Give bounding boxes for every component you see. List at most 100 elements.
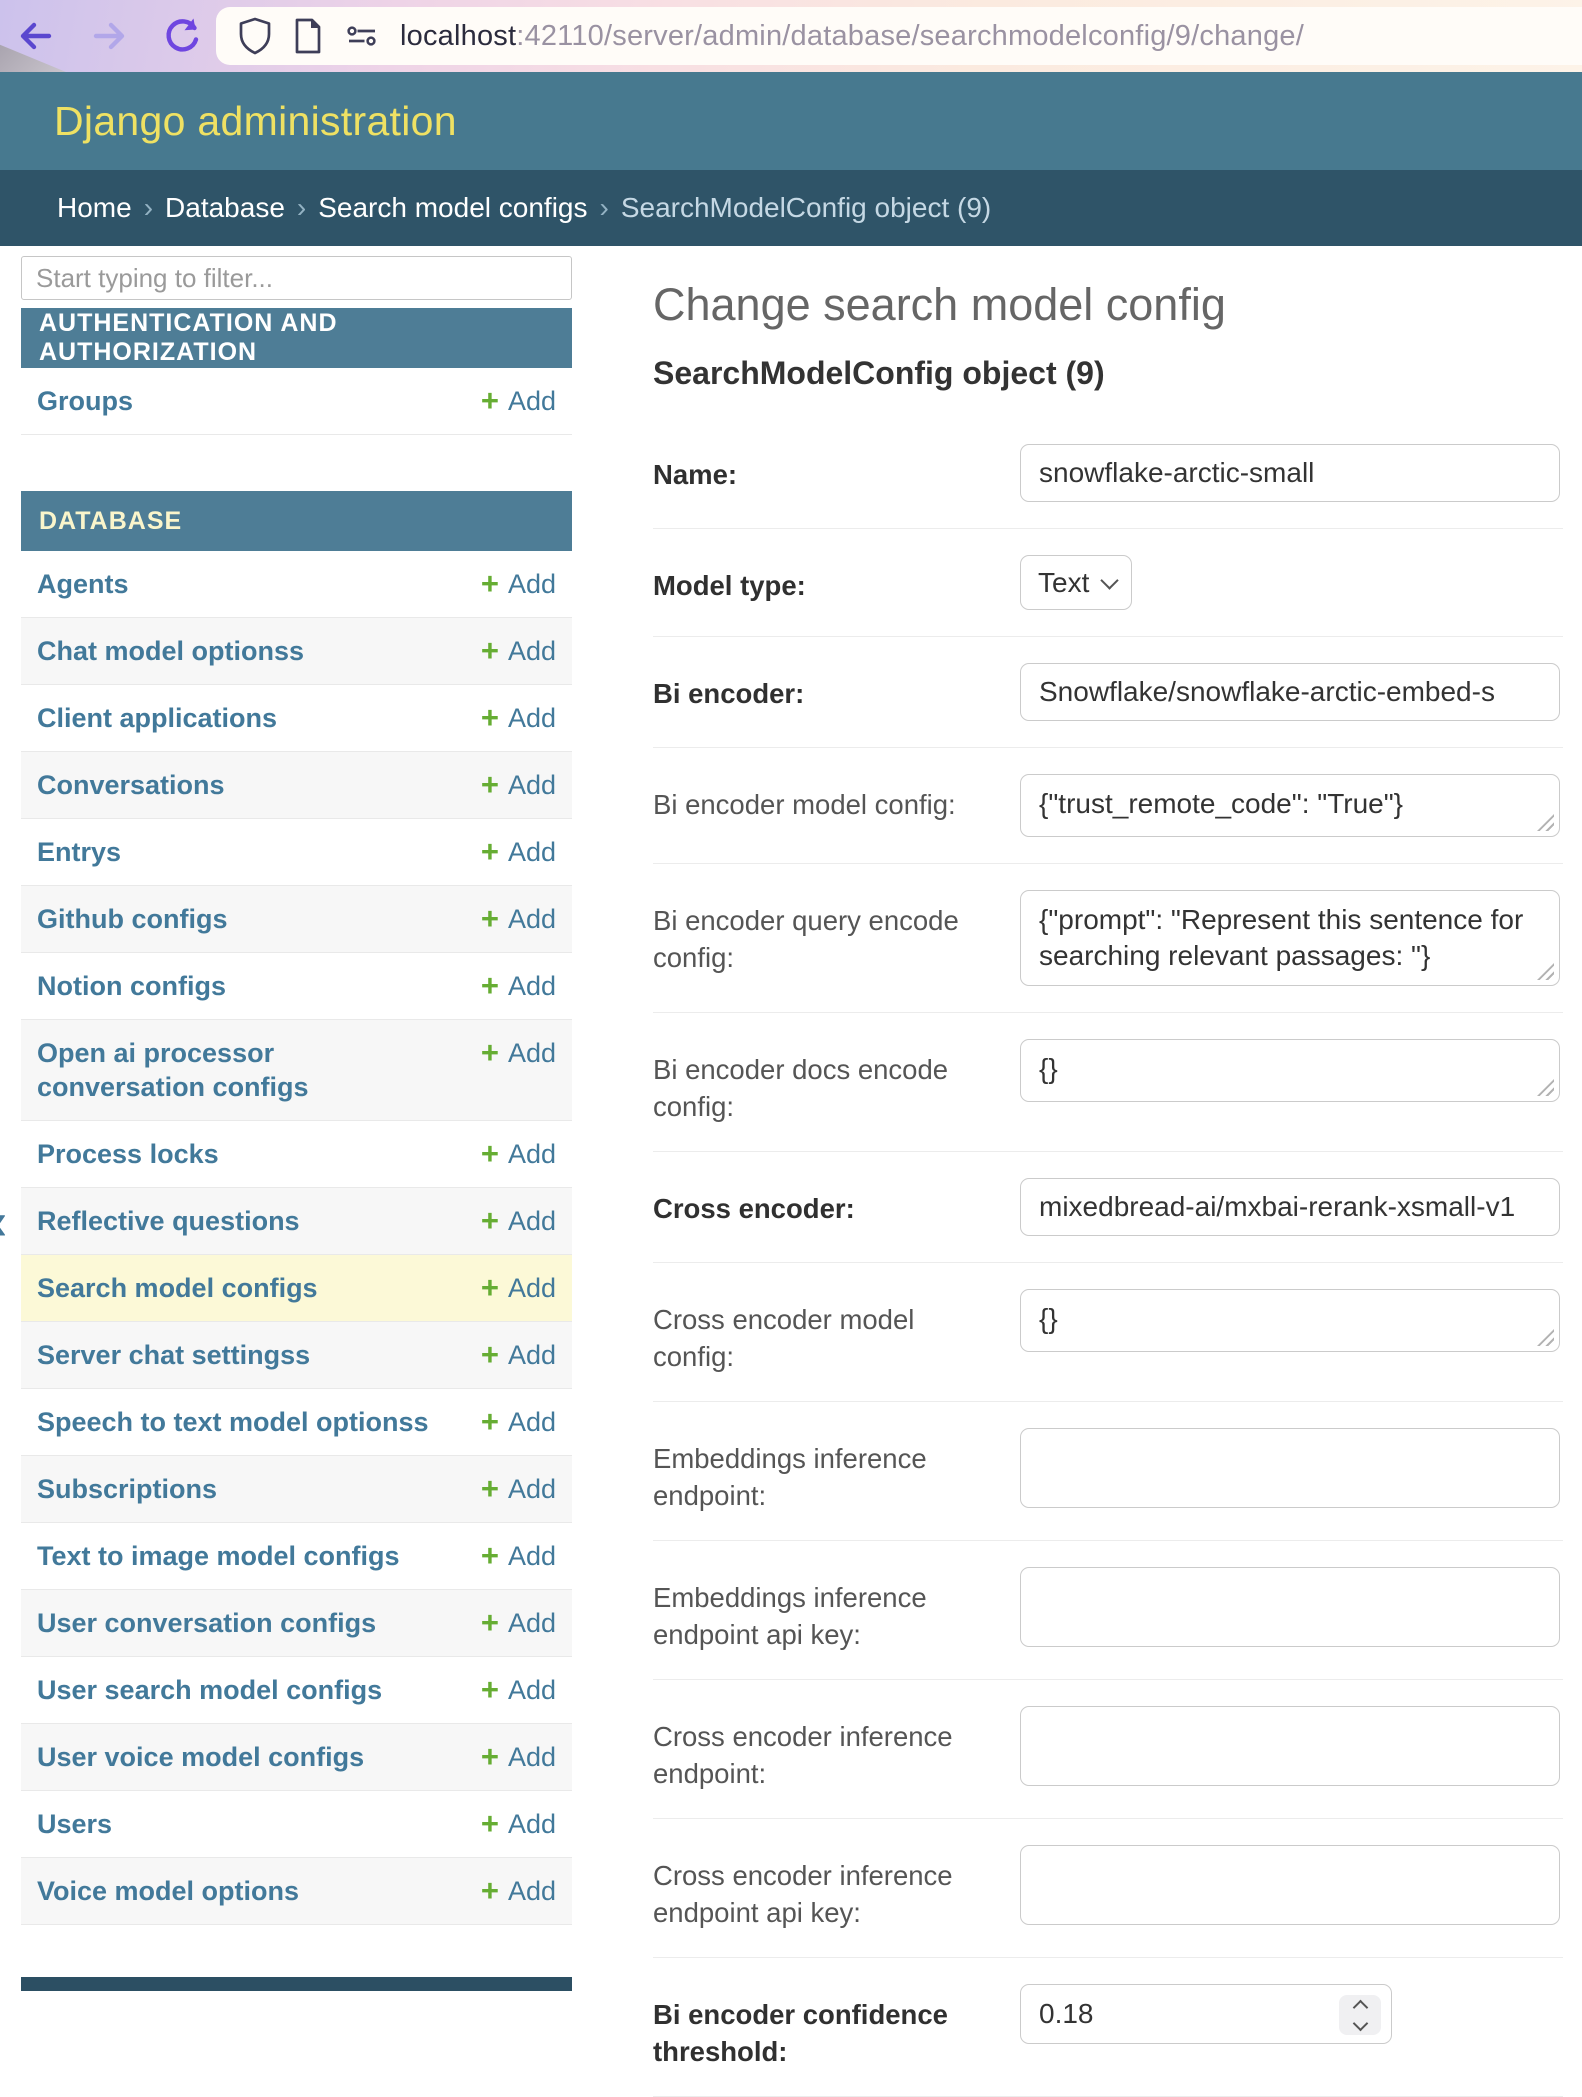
sidebar-add-link[interactable]: + Add bbox=[481, 1137, 556, 1171]
sidebar-item-label[interactable]: Conversations bbox=[37, 770, 225, 800]
resize-handle-icon[interactable] bbox=[1537, 963, 1554, 980]
sidebar-item-label[interactable]: Agents bbox=[37, 569, 129, 599]
sidebar-item-user-voice-model-configs[interactable]: User voice model configs + Add bbox=[21, 1724, 572, 1791]
sidebar-item-agents[interactable]: Agents + Add bbox=[21, 551, 572, 618]
page-icon[interactable] bbox=[292, 17, 324, 55]
sidebar-item-open-ai-processor-conversation-configs[interactable]: Open ai processor conversation configs + A… bbox=[21, 1020, 572, 1121]
sidebar-item-groups[interactable]: Groups + Add bbox=[21, 368, 572, 435]
sidebar-item-label[interactable]: Chat model optionss bbox=[37, 636, 305, 666]
sidebar-item-label[interactable]: Search model configs bbox=[37, 1273, 318, 1303]
sidebar-item-search-model-configs[interactable]: Search model configs + Add bbox=[21, 1255, 572, 1322]
sidebar-add-link[interactable]: + Add bbox=[481, 1036, 556, 1070]
bi-encoder-model-config-textarea[interactable]: {"trust_remote_code": "True"} bbox=[1020, 774, 1560, 837]
sidebar-item-reflective-questions[interactable]: Reflective questions + Add bbox=[21, 1188, 572, 1255]
sidebar-item-label[interactable]: Server chat settingss bbox=[37, 1340, 311, 1370]
sidebar-add-link[interactable]: + Add bbox=[481, 1874, 556, 1908]
sidebar-add-link[interactable]: + Add bbox=[481, 634, 556, 668]
back-button[interactable] bbox=[13, 14, 57, 58]
resize-handle-icon[interactable] bbox=[1537, 1079, 1554, 1096]
sidebar-item-subscriptions[interactable]: Subscriptions + Add bbox=[21, 1456, 572, 1523]
sidebar-add-link[interactable]: + Add bbox=[481, 1740, 556, 1774]
main-content: Change search model config SearchModelCo… bbox=[653, 246, 1563, 2097]
add-label: Add bbox=[507, 837, 556, 867]
plus-icon: + bbox=[480, 1538, 499, 1573]
cross-encoder-input[interactable]: mixedbread-ai/mxbai-rerank-xsmall-v1 bbox=[1020, 1178, 1560, 1236]
embeddings-inference-endpoint-input[interactable] bbox=[1020, 1428, 1560, 1508]
site-title[interactable]: Django administration bbox=[54, 97, 457, 144]
sidebar-item-label[interactable]: Github configs bbox=[37, 904, 228, 934]
sidebar-item-label[interactable]: Process locks bbox=[37, 1139, 219, 1169]
name-input[interactable]: snowflake-arctic-small bbox=[1020, 444, 1560, 502]
shield-icon[interactable] bbox=[238, 17, 272, 55]
bi-encoder-docs-encode-config-textarea[interactable]: {} bbox=[1020, 1039, 1560, 1102]
sidebar-collapse-toggle[interactable]: ‹ bbox=[0, 1196, 7, 1248]
sidebar-add-link[interactable]: + Add bbox=[481, 1204, 556, 1238]
sidebar-add-link[interactable]: + Add bbox=[481, 969, 556, 1003]
sidebar-add-link[interactable]: + Add bbox=[481, 384, 556, 418]
sidebar-add-link[interactable]: + Add bbox=[481, 1539, 556, 1573]
breadcrumb-link[interactable]: Database bbox=[165, 192, 285, 223]
sidebar-item-label[interactable]: Notion configs bbox=[37, 971, 226, 1001]
sidebar-item-label[interactable]: Speech to text model optionss bbox=[37, 1407, 429, 1437]
cross-encoder-model-config-textarea[interactable]: {} bbox=[1020, 1289, 1560, 1352]
sidebar-item-github-configs[interactable]: Github configs + Add bbox=[21, 886, 572, 953]
sidebar-add-link[interactable]: + Add bbox=[481, 1338, 556, 1372]
sidebar-item-client-applications[interactable]: Client applications + Add bbox=[21, 685, 572, 752]
url-bar[interactable]: localhost:42110/server/admin/database/se… bbox=[216, 7, 1582, 65]
sidebar-item-label[interactable]: Text to image model configs bbox=[37, 1541, 400, 1571]
sidebar-item-user-search-model-configs[interactable]: User search model configs + Add bbox=[21, 1657, 572, 1724]
sidebar-item-label[interactable]: Client applications bbox=[37, 703, 278, 733]
sidebar-item-label[interactable]: Subscriptions bbox=[37, 1474, 218, 1504]
sidebar-item-speech-to-text-model-optionss[interactable]: Speech to text model optionss + Add bbox=[21, 1389, 572, 1456]
sidebar-add-link[interactable]: + Add bbox=[481, 567, 556, 601]
sidebar-add-link[interactable]: + Add bbox=[481, 701, 556, 735]
number-spinner[interactable] bbox=[1339, 1995, 1381, 2035]
sidebar-item-label[interactable]: Groups bbox=[37, 386, 134, 416]
sidebar-item-label[interactable]: Open ai processor conversation configs bbox=[37, 1038, 309, 1102]
sidebar-item-notion-configs[interactable]: Notion configs + Add bbox=[21, 953, 572, 1020]
sidebar-filter-input[interactable] bbox=[21, 256, 572, 300]
reload-button[interactable] bbox=[160, 14, 204, 58]
bi-encoder-confidence-threshold-input[interactable]: 0.18 bbox=[1020, 1984, 1392, 2044]
sidebar-item-label[interactable]: User conversation configs bbox=[37, 1608, 377, 1638]
breadcrumb-link[interactable]: Home bbox=[57, 192, 132, 223]
sliders-icon[interactable] bbox=[344, 20, 380, 52]
model-type-select[interactable]: Text bbox=[1020, 555, 1132, 610]
bi-encoder-query-encode-config-textarea[interactable]: {"prompt": "Represent this sentence for … bbox=[1020, 890, 1560, 986]
spinner-down-icon[interactable] bbox=[1352, 2015, 1368, 2031]
sidebar-add-link[interactable]: + Add bbox=[481, 1472, 556, 1506]
sidebar-add-link[interactable]: + Add bbox=[481, 902, 556, 936]
cross-encoder-inference-endpoint-input[interactable] bbox=[1020, 1706, 1560, 1786]
sidebar-item-entrys[interactable]: Entrys + Add bbox=[21, 819, 572, 886]
sidebar-add-link[interactable]: + Add bbox=[481, 1271, 556, 1305]
add-label: Add bbox=[507, 386, 556, 416]
embeddings-inference-endpoint-api-key-input[interactable] bbox=[1020, 1567, 1560, 1647]
sidebar-item-voice-model-options[interactable]: Voice model options + Add bbox=[21, 1858, 572, 1925]
resize-handle-icon[interactable] bbox=[1537, 814, 1554, 831]
sidebar-item-label[interactable]: Entrys bbox=[37, 837, 122, 867]
sidebar-item-server-chat-settingss[interactable]: Server chat settingss + Add bbox=[21, 1322, 572, 1389]
forward-button[interactable] bbox=[88, 14, 132, 58]
sidebar-add-link[interactable]: + Add bbox=[481, 1673, 556, 1707]
breadcrumb-link[interactable]: Search model configs bbox=[318, 192, 588, 223]
sidebar-item-chat-model-optionss[interactable]: Chat model optionss + Add bbox=[21, 618, 572, 685]
sidebar-item-conversations[interactable]: Conversations + Add bbox=[21, 752, 572, 819]
bi-encoder-input[interactable]: Snowflake/snowflake-arctic-embed-s bbox=[1020, 663, 1560, 721]
cross-encoder-inference-endpoint-api-key-input[interactable] bbox=[1020, 1845, 1560, 1925]
resize-handle-icon[interactable] bbox=[1537, 1329, 1554, 1346]
sidebar-item-label[interactable]: User search model configs bbox=[37, 1675, 383, 1705]
spinner-up-icon[interactable] bbox=[1352, 1999, 1368, 2015]
sidebar-item-user-conversation-configs[interactable]: User conversation configs + Add bbox=[21, 1590, 572, 1657]
sidebar-item-process-locks[interactable]: Process locks + Add bbox=[21, 1121, 572, 1188]
sidebar-item-label[interactable]: Voice model options bbox=[37, 1876, 300, 1906]
sidebar-item-users[interactable]: Users + Add bbox=[21, 1791, 572, 1858]
sidebar-add-link[interactable]: + Add bbox=[481, 1405, 556, 1439]
sidebar-item-label[interactable]: Reflective questions bbox=[37, 1206, 300, 1236]
sidebar-add-link[interactable]: + Add bbox=[481, 1606, 556, 1640]
sidebar-item-label[interactable]: User voice model configs bbox=[37, 1742, 365, 1772]
sidebar-item-text-to-image-model-configs[interactable]: Text to image model configs + Add bbox=[21, 1523, 572, 1590]
sidebar-item-label[interactable]: Users bbox=[37, 1809, 113, 1839]
sidebar-add-link[interactable]: + Add bbox=[481, 1807, 556, 1841]
sidebar-add-link[interactable]: + Add bbox=[481, 768, 556, 802]
sidebar-add-link[interactable]: + Add bbox=[481, 835, 556, 869]
